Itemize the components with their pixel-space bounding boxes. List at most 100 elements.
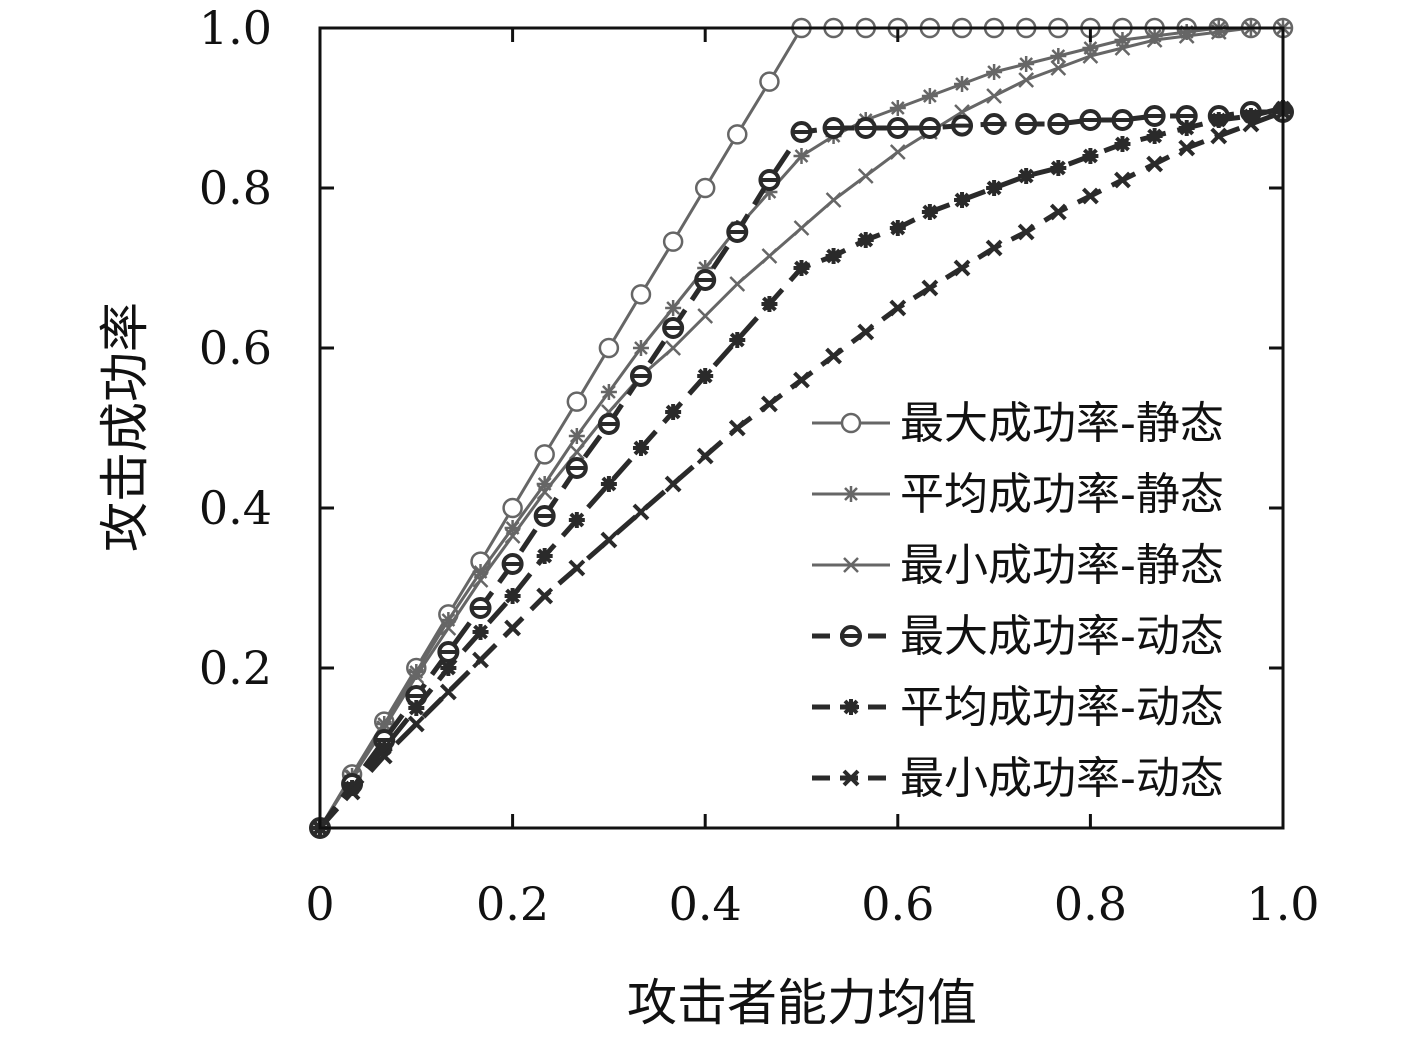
data-point	[632, 503, 650, 521]
data-point	[632, 440, 649, 456]
data-point	[889, 299, 907, 317]
data-point	[665, 300, 682, 316]
data-point	[376, 716, 393, 732]
data-point	[889, 100, 906, 116]
data-point	[536, 484, 553, 500]
legend-label: 平均成功率-动态	[900, 682, 1224, 733]
data-point	[857, 232, 874, 248]
data-point	[857, 168, 874, 184]
data-point	[953, 259, 971, 277]
data-point	[921, 88, 938, 104]
data-point	[1178, 28, 1195, 44]
x-tick-label: 0.2	[476, 877, 549, 931]
legend: 最大成功率-静态平均成功率-静态最小成功率-静态最大成功率-动态平均成功率-动态…	[812, 398, 1224, 804]
data-point	[600, 476, 617, 492]
data-point	[697, 260, 714, 276]
data-point	[761, 184, 778, 200]
data-point	[536, 548, 553, 564]
data-point	[825, 248, 842, 264]
data-point	[440, 612, 457, 628]
data-point	[665, 340, 682, 356]
data-point	[504, 619, 522, 637]
data-point	[1210, 127, 1228, 145]
data-point	[1050, 60, 1067, 76]
data-point	[921, 279, 939, 297]
legend-entry: 最小成功率-静态	[812, 540, 1224, 591]
data-point	[921, 204, 938, 220]
data-point	[793, 148, 810, 164]
legend-label: 最大成功率-静态	[900, 398, 1224, 449]
data-point	[1146, 155, 1164, 173]
data-point	[697, 308, 714, 324]
data-point	[1114, 171, 1131, 189]
x-tick-label: 0	[305, 877, 334, 931]
y-tick-label: 0.2	[199, 641, 272, 695]
data-point	[793, 371, 810, 389]
data-point	[440, 620, 457, 636]
data-point	[1081, 187, 1099, 205]
data-point	[843, 557, 859, 573]
data-point	[1017, 223, 1035, 241]
data-point	[600, 531, 618, 549]
data-point	[1050, 48, 1067, 64]
legend-entry: 平均成功率-静态	[812, 469, 1224, 520]
data-point	[472, 624, 489, 640]
data-point	[697, 368, 714, 384]
data-point	[375, 747, 393, 765]
data-point	[793, 260, 810, 276]
data-point	[1178, 120, 1195, 136]
data-point	[568, 428, 585, 444]
data-point	[1178, 24, 1195, 40]
data-point	[857, 323, 875, 341]
legend-label: 最小成功率-静态	[900, 540, 1224, 591]
data-point	[954, 192, 971, 208]
data-point	[1018, 56, 1035, 72]
y-tick-label: 0.6	[199, 321, 272, 375]
data-point	[408, 668, 425, 684]
data-point	[1210, 112, 1227, 128]
data-point	[407, 715, 425, 733]
data-point	[889, 144, 906, 160]
x-tick-label: 1.0	[1246, 877, 1319, 931]
data-point	[536, 587, 554, 605]
data-point	[727, 124, 748, 145]
data-point	[729, 276, 746, 292]
data-point	[504, 520, 521, 536]
data-point	[376, 740, 393, 756]
data-point	[665, 404, 682, 420]
data-point	[568, 444, 585, 460]
data-point	[1114, 136, 1131, 152]
data-point	[986, 64, 1003, 80]
data-point	[1146, 128, 1163, 144]
legend-label: 最大成功率-动态	[900, 611, 1224, 662]
data-point	[439, 683, 457, 701]
data-point	[761, 248, 778, 264]
data-point	[1242, 108, 1259, 124]
data-point	[472, 651, 489, 669]
data-point	[1082, 40, 1099, 56]
data-point	[504, 528, 521, 544]
data-point	[696, 447, 714, 465]
data-point	[694, 177, 716, 199]
legend-label: 最小成功率-动态	[900, 753, 1224, 804]
legend-label: 平均成功率-静态	[900, 469, 1224, 520]
data-point	[761, 395, 778, 413]
x-tick-label: 0.4	[669, 877, 742, 931]
data-point	[761, 296, 778, 312]
data-point	[729, 332, 746, 348]
x-tick-label: 0.6	[861, 877, 934, 931]
data-point	[600, 384, 617, 400]
data-point	[598, 337, 620, 359]
data-point	[408, 664, 425, 680]
data-point	[1146, 28, 1163, 44]
series-6	[311, 103, 1292, 837]
data-point	[440, 660, 457, 676]
data-point	[843, 699, 859, 715]
data-point	[632, 340, 649, 356]
data-point	[889, 220, 906, 236]
data-point	[825, 347, 842, 365]
data-point	[986, 180, 1003, 196]
plot-frame	[318, 26, 1285, 830]
data-point	[1146, 32, 1163, 48]
legend-entry: 最小成功率-动态	[812, 753, 1224, 804]
